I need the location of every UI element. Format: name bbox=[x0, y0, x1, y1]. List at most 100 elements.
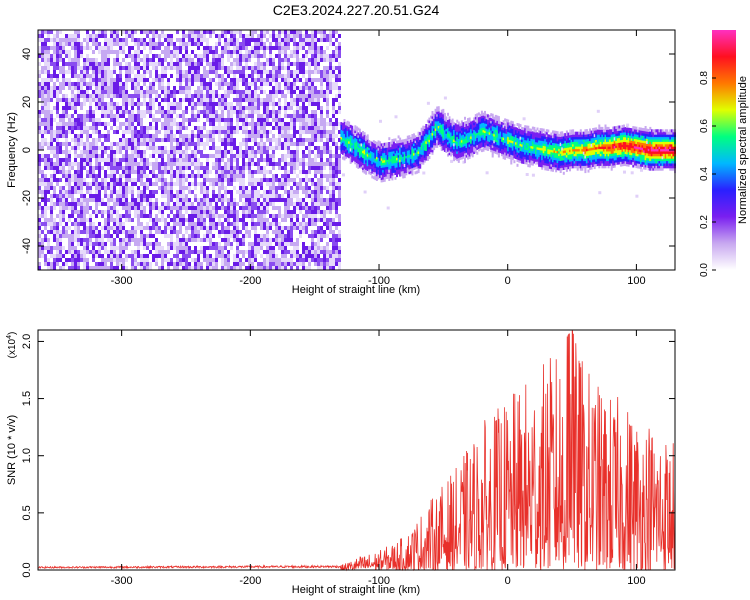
spectrogram-cell bbox=[275, 206, 278, 210]
spectrogram-cell bbox=[152, 90, 155, 94]
spectrogram-cell bbox=[290, 34, 293, 38]
spectrogram-cell bbox=[59, 146, 62, 150]
spectrogram-cell bbox=[95, 90, 98, 94]
spectrogram-cell bbox=[290, 82, 293, 86]
spectrogram-cell bbox=[194, 66, 197, 70]
spectrogram-cell bbox=[260, 62, 263, 66]
spectrogram-cell bbox=[50, 186, 53, 190]
spectrogram-cell bbox=[251, 170, 254, 174]
spectrogram-cell bbox=[320, 46, 323, 50]
spectrogram-cell bbox=[176, 202, 179, 206]
spectrogram-cell bbox=[284, 66, 287, 70]
spectrogram-cell bbox=[104, 70, 107, 74]
spectrogram-cell bbox=[185, 202, 188, 206]
spectrogram-cell bbox=[221, 182, 224, 186]
spectrogram-cell bbox=[119, 250, 122, 254]
spectrogram-cell bbox=[113, 42, 116, 46]
spectrogram-cell bbox=[230, 234, 233, 238]
spectrogram-cell bbox=[323, 186, 326, 190]
spectrogram-cell bbox=[59, 190, 62, 194]
spectrogram-cell bbox=[224, 34, 227, 38]
spectrogram-cell bbox=[194, 74, 197, 78]
spectrogram-cell bbox=[281, 178, 284, 182]
spectrogram-cell bbox=[116, 226, 119, 230]
spectrogram-cell bbox=[92, 82, 95, 86]
spectrogram-cell bbox=[206, 106, 209, 110]
spectrogram-cell bbox=[83, 242, 86, 246]
spectrogram-cell bbox=[170, 50, 173, 54]
spectrogram-cell bbox=[89, 94, 92, 98]
spectrogram-cell bbox=[320, 118, 323, 122]
spectrogram-cell bbox=[335, 226, 338, 230]
spectrogram-cell bbox=[338, 182, 341, 186]
spectrogram-cell bbox=[260, 210, 263, 214]
spectrogram-cell bbox=[278, 142, 281, 146]
spectrogram-cell bbox=[360, 139, 363, 143]
spectrogram-cell bbox=[209, 210, 212, 214]
spectrogram-cell bbox=[290, 238, 293, 242]
spectrogram-cell bbox=[80, 66, 83, 70]
spectrogram-cell bbox=[89, 110, 92, 114]
spectrogram-cell bbox=[59, 242, 62, 246]
spectrogram-cell bbox=[218, 138, 221, 142]
spectrogram-cell bbox=[59, 150, 62, 154]
spectrogram-cell bbox=[56, 134, 59, 138]
spectrogram-cell bbox=[152, 58, 155, 62]
spectrogram-cell bbox=[62, 98, 65, 102]
spectrogram-cell bbox=[299, 118, 302, 122]
spectrogram-cell bbox=[161, 262, 164, 266]
spectrogram-cell bbox=[326, 122, 329, 126]
spectrogram-cell bbox=[227, 170, 230, 174]
spectrogram-cell bbox=[65, 154, 68, 158]
spectrogram-cell bbox=[329, 74, 332, 78]
spectrogram-cell bbox=[248, 134, 251, 138]
spectrogram-cell bbox=[329, 118, 332, 122]
spectrogram-cell bbox=[308, 246, 311, 250]
spectrogram-cell bbox=[74, 46, 77, 50]
spectrogram-cell bbox=[332, 58, 335, 62]
spectrogram-cell bbox=[254, 266, 257, 270]
spectrogram-cell bbox=[140, 170, 143, 174]
spectrogram-cell bbox=[98, 154, 101, 158]
spectrogram-cell bbox=[83, 118, 86, 122]
spectrogram-cell bbox=[239, 50, 242, 54]
spectrogram-cell bbox=[335, 214, 338, 218]
spectrogram-cell bbox=[173, 50, 176, 54]
spectrogram-cell bbox=[278, 230, 281, 234]
spectrogram-cell bbox=[215, 166, 218, 170]
spectrogram-cell bbox=[119, 62, 122, 66]
spectrogram-cell bbox=[242, 194, 245, 198]
spectrogram-cell bbox=[278, 106, 281, 110]
spectrogram-cell bbox=[349, 129, 352, 133]
spectrogram-cell bbox=[338, 234, 341, 238]
spectrogram-cell bbox=[197, 158, 200, 162]
spectrogram-cell bbox=[53, 38, 56, 42]
spectrogram-cell bbox=[149, 178, 152, 182]
spectrogram-cell bbox=[152, 234, 155, 238]
spectrogram-cell bbox=[293, 182, 296, 186]
spectrogram-cell bbox=[92, 50, 95, 54]
spectrogram-cell bbox=[101, 238, 104, 242]
spectrogram-cell bbox=[128, 234, 131, 238]
spectrogram-cell bbox=[287, 114, 290, 118]
spectrogram-cell bbox=[254, 170, 257, 174]
spectrogram-cell bbox=[263, 198, 266, 202]
spectrogram-cell bbox=[125, 70, 128, 74]
spectrogram-cell bbox=[257, 118, 260, 122]
spectrogram-cell bbox=[275, 186, 278, 190]
spectrogram-cell bbox=[314, 194, 317, 198]
spectrogram-cell bbox=[137, 50, 140, 54]
spectrogram-cell bbox=[119, 142, 122, 146]
spectrogram-cell bbox=[317, 66, 320, 70]
spectrogram-cell bbox=[86, 186, 89, 190]
spectrogram-cell bbox=[179, 42, 182, 46]
spectrogram-cell bbox=[77, 218, 80, 222]
spectrogram-cell bbox=[371, 161, 374, 164]
spectrogram-cell bbox=[227, 130, 230, 134]
spectrogram-cell bbox=[218, 178, 221, 182]
spectrogram-cell bbox=[155, 230, 158, 234]
spectrogram-cell bbox=[302, 86, 305, 90]
spectrogram-cell bbox=[284, 206, 287, 210]
spectrogram-cell bbox=[314, 162, 317, 166]
spectrogram-cell bbox=[338, 154, 341, 158]
